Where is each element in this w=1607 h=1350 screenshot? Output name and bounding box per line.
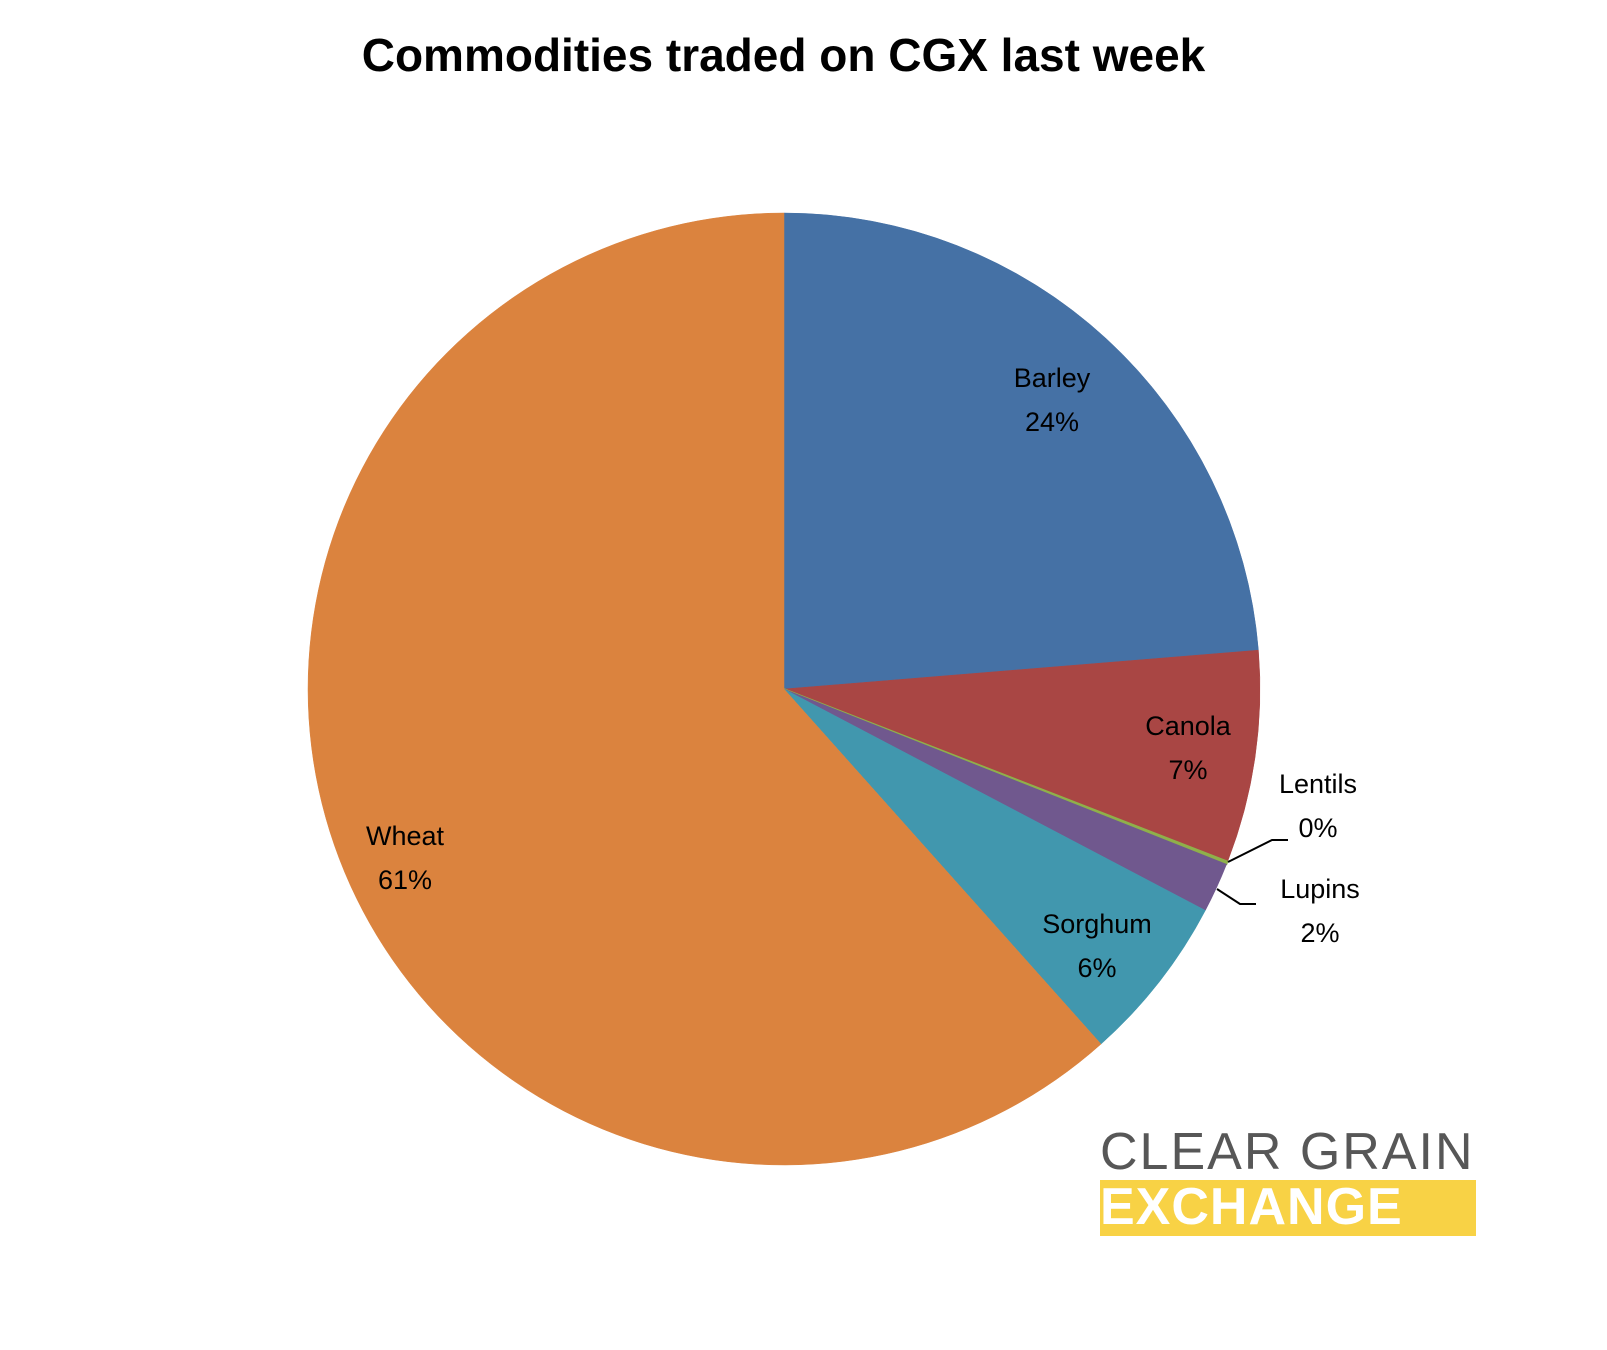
- pie-slice-wheat: [307, 212, 1102, 1166]
- leader-line-lupins: [1216, 888, 1256, 905]
- data-label-percent-lentils: 0%: [1298, 813, 1337, 843]
- logo-line2: EXCHANGE: [1100, 1180, 1476, 1236]
- data-label-name-barley: Barley: [1014, 363, 1091, 393]
- data-label-percent-canola: 7%: [1168, 755, 1207, 785]
- pie-slice-barley: [783, 212, 1259, 690]
- leader-line-lentils: [1227, 839, 1288, 863]
- data-label-name-lentils: Lentils: [1279, 769, 1357, 799]
- data-label-name-wheat: Wheat: [366, 821, 445, 851]
- logo-line1: CLEAR GRAIN: [1100, 1123, 1475, 1181]
- data-label-percent-sorghum: 6%: [1077, 953, 1116, 983]
- data-label-name-lupins: Lupins: [1280, 874, 1360, 904]
- data-label-percent-wheat: 61%: [378, 865, 432, 895]
- clear-grain-exchange-logo: CLEAR GRAIN EXCHANGE: [1100, 1126, 1476, 1236]
- pie-slice-canola: [783, 649, 1261, 862]
- data-label-percent-lupins: 2%: [1300, 918, 1339, 948]
- data-label-percent-barley: 24%: [1025, 407, 1079, 437]
- pie-slice-sorghum: [783, 688, 1206, 1045]
- data-label-name-sorghum: Sorghum: [1042, 909, 1152, 939]
- data-label-name-canola: Canola: [1145, 711, 1232, 741]
- chart-title: Commodities traded on CGX last week: [361, 29, 1206, 81]
